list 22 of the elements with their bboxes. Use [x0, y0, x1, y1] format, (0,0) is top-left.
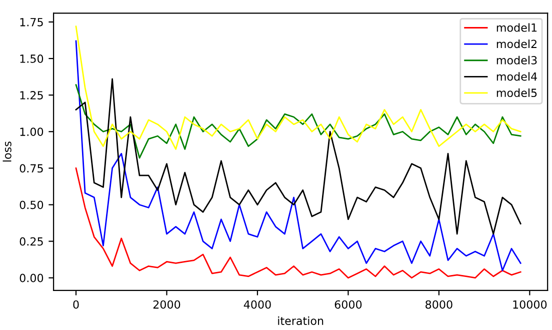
y-axis-title: loss — [2, 142, 12, 162]
legend-label: model5 — [496, 88, 537, 98]
legend-label: model2 — [496, 40, 536, 48]
line-series — [75, 167, 522, 279]
x-axis-title: iteration — [278, 316, 324, 326]
y-tick-label: 1.75 — [20, 18, 43, 26]
x-tick-label: 0 — [73, 300, 79, 309]
x-tick-label: 10000 — [513, 300, 547, 309]
y-tick-label: 1.00 — [20, 128, 44, 136]
y-tick-label: 1.50 — [20, 54, 44, 63]
legend-label: model3 — [496, 56, 537, 64]
y-tick-label: 1.25 — [20, 91, 43, 100]
y-tick-label: 0.50 — [20, 200, 44, 210]
x-tick-label: 2000 — [153, 300, 180, 309]
y-tick-label: 0.75 — [20, 164, 43, 173]
x-tick-label: 4000 — [244, 300, 271, 309]
legend-label: model4 — [496, 72, 537, 81]
y-tick-label: 0.25 — [20, 237, 43, 246]
x-tick-label: 8000 — [426, 300, 452, 309]
x-tick-label: 6000 — [334, 300, 362, 309]
y-tick-label: 0.00 — [20, 274, 44, 282]
legend-label: model1 — [496, 23, 537, 32]
